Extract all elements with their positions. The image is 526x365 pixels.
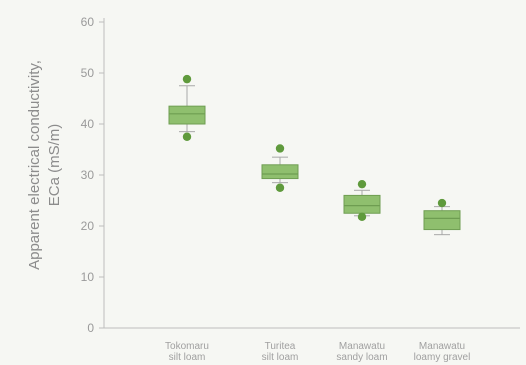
y-tick-label: 0	[87, 321, 94, 335]
boxes	[168, 74, 461, 236]
x-category-label-line1: Turitea	[265, 341, 296, 352]
axes	[103, 18, 520, 329]
y-tick-label: 30	[81, 168, 95, 182]
outlier-point	[182, 74, 192, 84]
y-tick-label: 60	[81, 15, 95, 29]
box-iqr	[261, 164, 299, 180]
box-group	[423, 198, 461, 236]
x-category-label-line1: Manawatu	[419, 341, 465, 352]
outlier-point	[275, 144, 285, 153]
x-category-label-line2: loamy gravel	[414, 352, 471, 363]
x-category-label-line2: sandy loam	[336, 352, 387, 363]
box-group	[343, 179, 381, 222]
y-axis-title-line1: Apparent electrical conductivity,	[26, 60, 43, 270]
x-category-label-line2: silt loam	[169, 352, 206, 363]
box-group	[168, 74, 206, 141]
box-iqr	[423, 210, 461, 231]
y-ticks: 0 10 20 30 40 50 60	[81, 15, 104, 335]
outlier-point	[182, 132, 192, 141]
y-tick-label: 40	[81, 117, 95, 131]
outlier-point	[275, 183, 285, 192]
y-axis-title: Apparent electrical conductivity, ECa (m…	[26, 60, 63, 270]
outlier-point	[437, 198, 447, 208]
y-axis-title-line2: ECa (mS/m)	[46, 124, 63, 207]
box-iqr	[343, 194, 381, 214]
outlier-point	[357, 212, 367, 222]
box-iqr	[168, 105, 206, 125]
y-tick-label: 50	[81, 66, 95, 80]
x-category-label-line1: Tokomaru	[165, 341, 209, 352]
box-group	[261, 144, 299, 192]
y-tick-label: 20	[81, 219, 95, 233]
y-tick-label: 10	[81, 270, 95, 284]
x-category-label-line2: silt loam	[262, 352, 299, 363]
x-category-label-line1: Manawatu	[339, 341, 385, 352]
outlier-point	[357, 179, 367, 189]
